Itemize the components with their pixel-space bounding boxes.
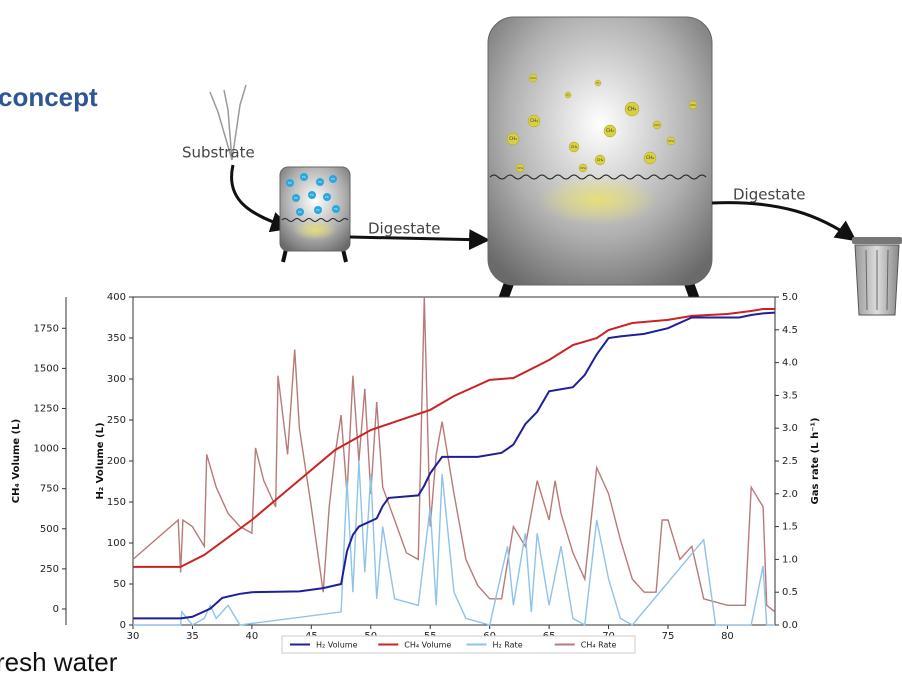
plot-area [133, 297, 775, 625]
y-tick-label: 50 [113, 579, 126, 590]
slide-canvas: concept resh water Substrate H₂H₂H₂H₂H₂H… [0, 0, 902, 680]
bubble-label: CH₄ [627, 107, 636, 113]
y2-tick-label: 1.0 [782, 554, 798, 565]
legend-label: H₂ Rate [493, 641, 523, 650]
y2-tick-label: 3.5 [782, 390, 798, 401]
digestate-label: Digestate [733, 186, 805, 204]
y3-tick-label: 1000 [34, 444, 59, 455]
slide-heading: concept [0, 82, 98, 112]
y-tick-label: 100 [107, 538, 126, 549]
y-tick-label: 200 [107, 456, 126, 467]
legend-label: CH₄ Volume [404, 641, 451, 650]
y2-tick-label: 2.0 [782, 489, 798, 500]
bubble-label: CH₄ [580, 166, 586, 170]
y3-axis-label: CH₄ Volume (L) [11, 419, 22, 503]
y3-tick-label: 1500 [34, 363, 59, 374]
y2-tick-label: 4.0 [782, 358, 798, 369]
x-tick-label: 30 [127, 631, 140, 642]
legend-label: CH₄ Rate [581, 641, 617, 650]
y3-tick-label: 500 [40, 524, 59, 535]
bubble-label: CH₄ [517, 166, 523, 170]
y3-tick-label: 0 [53, 604, 59, 615]
y-tick-label: 150 [107, 497, 126, 508]
y2-tick-label: 5.0 [782, 292, 798, 303]
y-tick-label: 0 [120, 620, 126, 631]
y3-tick-label: 250 [40, 564, 59, 575]
x-tick-label: 40 [246, 631, 259, 642]
y-tick-label: 250 [107, 415, 126, 426]
bubble-label: CH₄ [690, 103, 696, 107]
x-tick-label: 80 [721, 631, 734, 642]
bubble-label: CH₄ [597, 158, 604, 162]
y-axis-label: H₂ Volume (L) [95, 422, 106, 499]
bubble-label: CH₄ [646, 155, 654, 160]
bubble-label: CH₄ [566, 95, 570, 97]
x-tick-label: 35 [186, 631, 199, 642]
bubble-label: CH₄ [509, 136, 517, 141]
trash-can-icon [852, 237, 902, 315]
y2-tick-label: 2.5 [782, 456, 798, 467]
x-tick-label: 75 [662, 631, 675, 642]
bubble-label: CH₄ [530, 76, 536, 80]
bubble-label: CH₄ [596, 83, 600, 85]
bubble-label: CH₄ [606, 128, 614, 133]
y-tick-label: 300 [107, 374, 126, 385]
slide: concept resh water Substrate H₂H₂H₂H₂H₂H… [0, 0, 902, 680]
y2-tick-label: 1.5 [782, 522, 798, 533]
y3-tick-label: 750 [40, 484, 59, 495]
y3-tick-label: 1750 [34, 323, 59, 334]
y2-tick-label: 3.0 [782, 423, 798, 434]
chart: 3035404550556065707580050100150200250300… [11, 292, 821, 655]
y2-tick-label: 0.0 [782, 620, 798, 631]
y3-tick-label: 1250 [34, 403, 59, 414]
digestate-label: Digestate [368, 220, 440, 238]
legend-label: H₂ Volume [316, 641, 358, 650]
arrow [712, 203, 855, 240]
y2-axis-label: Gas rate (L h⁻¹) [810, 418, 821, 505]
bubble-label: CH₄ [668, 139, 674, 143]
y2-tick-label: 4.5 [782, 325, 798, 336]
bullet-text: resh water [0, 647, 118, 677]
bubble-label: CH₄ [571, 145, 578, 149]
y-tick-label: 400 [107, 292, 126, 303]
substrate-label: Substrate [182, 144, 255, 162]
bubble-label: CH₄ [530, 118, 538, 123]
y2-tick-label: 0.5 [782, 587, 798, 598]
bubble-label: CH₄ [654, 123, 660, 127]
y-tick-label: 350 [107, 333, 126, 344]
